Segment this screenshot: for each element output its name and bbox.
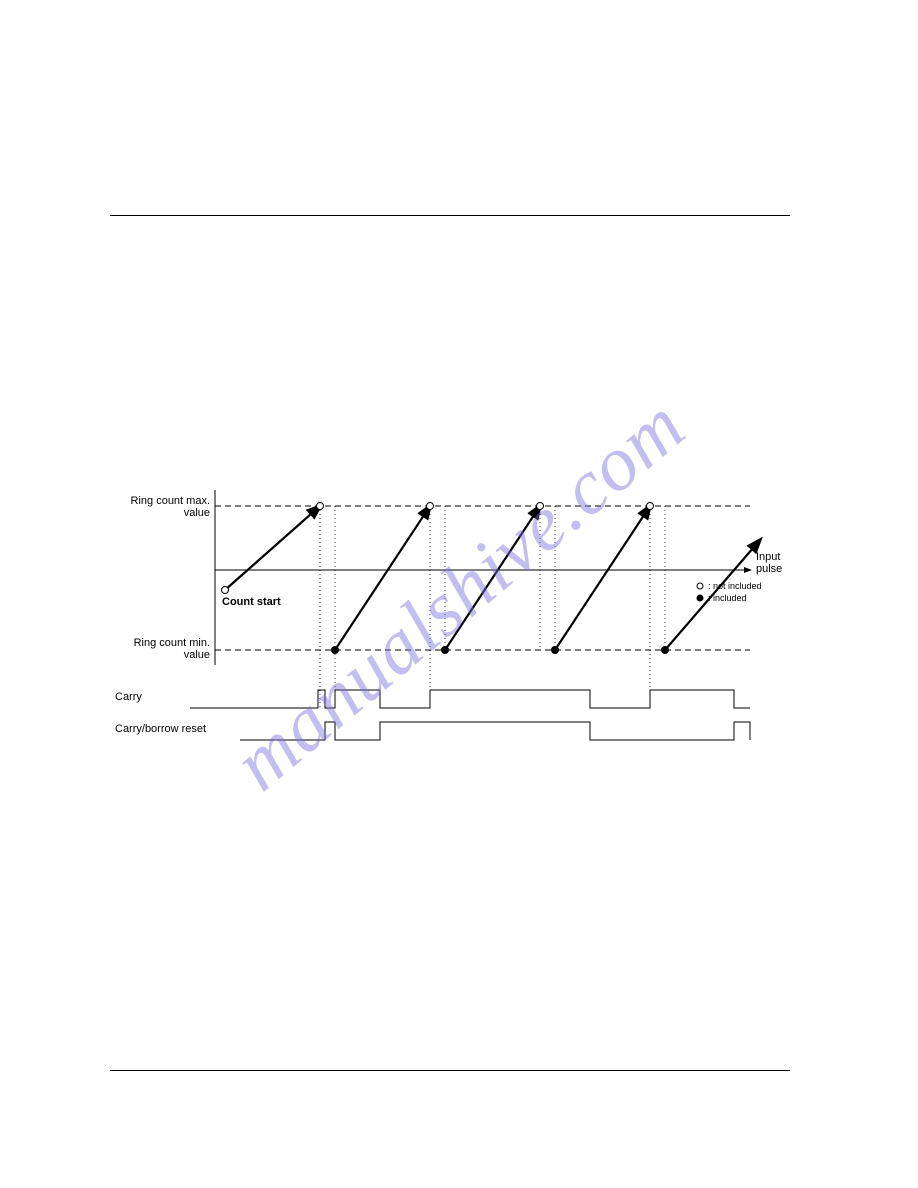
marker-open (427, 503, 434, 510)
ramp-arrow (225, 506, 320, 590)
marker-filled (662, 647, 669, 654)
label-carry-borrow-reset: Carry/borrow reset (115, 723, 206, 735)
marker-filled (552, 647, 559, 654)
marker-filled (442, 647, 449, 654)
label-count-start: Count start (222, 596, 281, 608)
marker-filled (332, 647, 339, 654)
label-pulse: pulse (756, 563, 782, 575)
marker-open (647, 503, 654, 510)
label-ring-max: Ring count max. (131, 495, 210, 507)
legend-not-included: : not included (708, 581, 762, 591)
label-input: Input (756, 551, 780, 563)
ramp-arrow (445, 506, 540, 650)
legend-open-icon (697, 583, 703, 589)
timing-diagram: Ring count max. value Ring count min. va… (110, 490, 790, 825)
label-carry: Carry (115, 691, 142, 703)
legend-filled-icon (697, 595, 703, 601)
marker-open (317, 503, 324, 510)
timing-diagram-svg: Ring count max. value Ring count min. va… (110, 490, 790, 825)
label-ring-min-2: value (184, 649, 210, 661)
marker-open (537, 503, 544, 510)
ramp-arrow (335, 506, 430, 650)
rule-bottom (110, 1070, 790, 1071)
label-ring-min: Ring count min. (134, 637, 210, 649)
page: { "diagram": { "type": "timing-diagram",… (0, 0, 918, 1188)
carry-borrow-reset-waveform (240, 722, 750, 740)
marker-open (222, 587, 229, 594)
ramp-arrow (555, 506, 650, 650)
label-ring-max-2: value (184, 507, 210, 519)
legend-included: : included (708, 593, 747, 603)
rule-top (110, 215, 790, 216)
carry-waveform (190, 690, 750, 708)
